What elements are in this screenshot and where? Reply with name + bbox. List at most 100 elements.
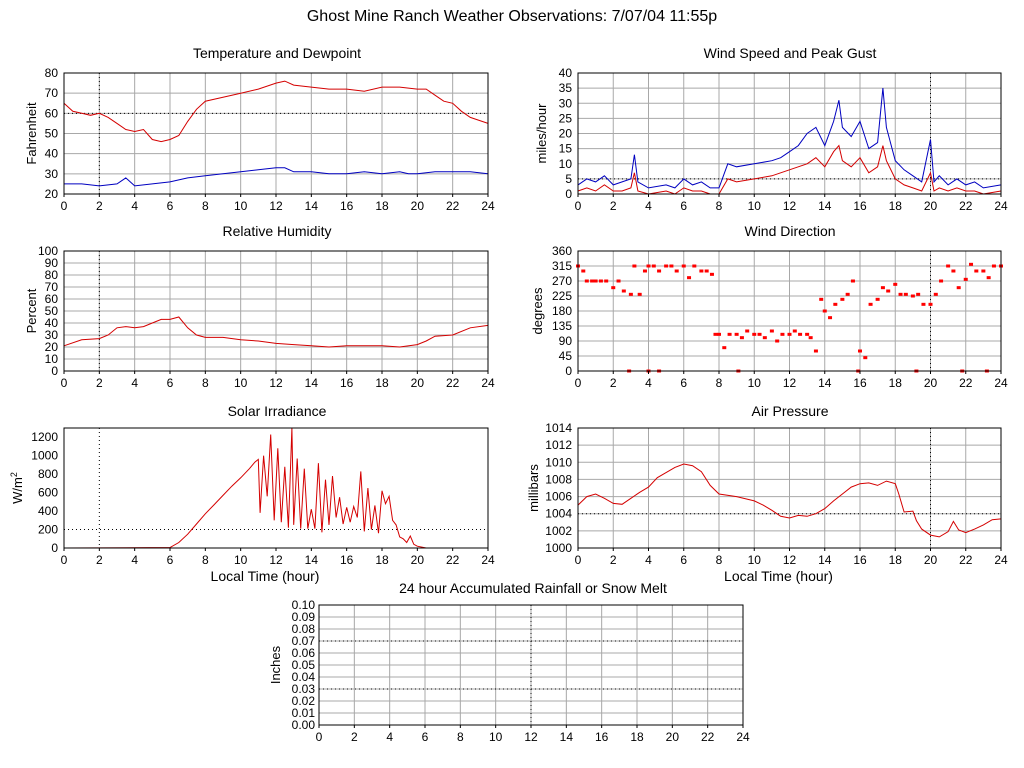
x-tick-label: 8 [457,730,464,744]
y-tick-label: 0.10 [292,598,316,612]
x-tick-label: 12 [783,553,797,567]
data-point [898,292,903,296]
x-tick-label: 6 [680,199,687,213]
y-tick-label: 1002 [545,524,572,538]
y-axis-label: Fahrenheit [24,102,39,165]
x-tick-label: 2 [351,730,358,744]
y-tick-label: 70 [45,86,59,100]
data-point [903,292,908,296]
x-tick-label: 20 [666,730,680,744]
y-tick-label: 1006 [545,490,572,504]
y-axis-label-text: degrees [530,287,545,334]
y-tick-label: 90 [45,256,59,270]
y-axis-label: millibars [526,464,541,512]
data-point [991,264,996,268]
y-tick-label: 0.09 [292,610,316,624]
y-tick-label: 400 [38,504,58,518]
data-point [604,279,609,283]
data-point [637,292,642,296]
x-tick-label: 20 [924,376,938,390]
data-point [780,332,785,336]
y-tick-label: 50 [45,127,59,141]
x-tick-label: 10 [748,199,762,213]
y-axis-label-superscript: 2 [9,472,19,477]
x-tick-label: 12 [269,199,283,213]
data-point [752,332,757,336]
rainfall-chart: 24 hour Accumulated Rainfall or Snow Mel… [268,580,750,744]
data-point [717,332,721,336]
x-tick-label: 14 [818,199,832,213]
chart-title: Wind Direction [744,223,835,239]
y-tick-label: 20 [45,340,59,354]
y-axis-label-text: miles/hour [534,103,549,164]
data-point [699,269,704,273]
x-tick-label: 10 [234,553,248,567]
x-tick-label: 18 [889,376,903,390]
x-tick-label: 2 [610,376,617,390]
x-tick-label: 14 [305,553,319,567]
y-axis-label-text: Fahrenheit [24,102,39,165]
data-point [769,329,774,333]
x-tick-label: 8 [202,553,209,567]
x-tick-label: 4 [386,730,393,744]
data-point [798,332,803,336]
x-tick-label: 22 [446,376,460,390]
y-axis-label: W/m2 [9,472,25,504]
y-tick-label: 0.03 [292,682,316,696]
x-tick-label: 24 [736,730,750,744]
y-axis-label: Inches [268,645,283,684]
x-tick-label: 18 [889,199,903,213]
x-tick-label: 2 [96,553,103,567]
x-tick-label: 14 [818,376,832,390]
data-point [845,292,850,296]
data-point [632,264,637,268]
data-point [704,269,709,273]
data-point [745,329,750,333]
y-tick-label: 200 [38,523,58,537]
x-tick-label: 8 [716,553,723,567]
x-tick-label: 4 [645,376,652,390]
x-tick-label: 16 [340,199,354,213]
data-point [664,264,669,268]
x-axis-label: Local Time (hour) [724,568,833,584]
y-axis-label: miles/hour [534,103,549,164]
y-tick-label: 135 [552,319,572,333]
y-tick-label: 30 [559,96,573,110]
y-tick-label: 0.08 [292,622,316,636]
data-point [628,292,633,296]
data-point [722,346,727,350]
y-axis-label-text: millibars [526,464,541,512]
data-point [808,336,813,340]
data-point [956,286,961,290]
data-point [657,269,662,273]
y-tick-label: 0 [51,541,58,555]
y-tick-label: 100 [38,244,58,258]
data-point [850,279,855,283]
x-tick-label: 2 [96,376,103,390]
data-point [828,316,833,320]
data-point [819,297,824,301]
y-tick-label: 800 [38,467,58,481]
series-line [64,167,489,187]
chart-title: Air Pressure [751,403,828,419]
x-tick-label: 16 [853,376,867,390]
chart-title: 24 hour Accumulated Rainfall or Snow Mel… [399,580,667,596]
data-point [669,264,674,268]
data-point [981,269,986,273]
x-tick-label: 10 [234,376,248,390]
x-tick-label: 10 [748,553,762,567]
y-tick-label: 1200 [31,430,58,444]
data-point [969,262,974,266]
data-point [584,279,589,283]
data-point [681,264,686,268]
series-line [63,427,488,549]
y-tick-label: 0 [51,364,58,378]
data-point [974,269,979,273]
y-tick-label: 0.00 [292,718,316,732]
x-tick-label: 18 [375,553,389,567]
data-point [986,276,991,280]
x-tick-label: 16 [853,199,867,213]
data-point [611,286,616,290]
